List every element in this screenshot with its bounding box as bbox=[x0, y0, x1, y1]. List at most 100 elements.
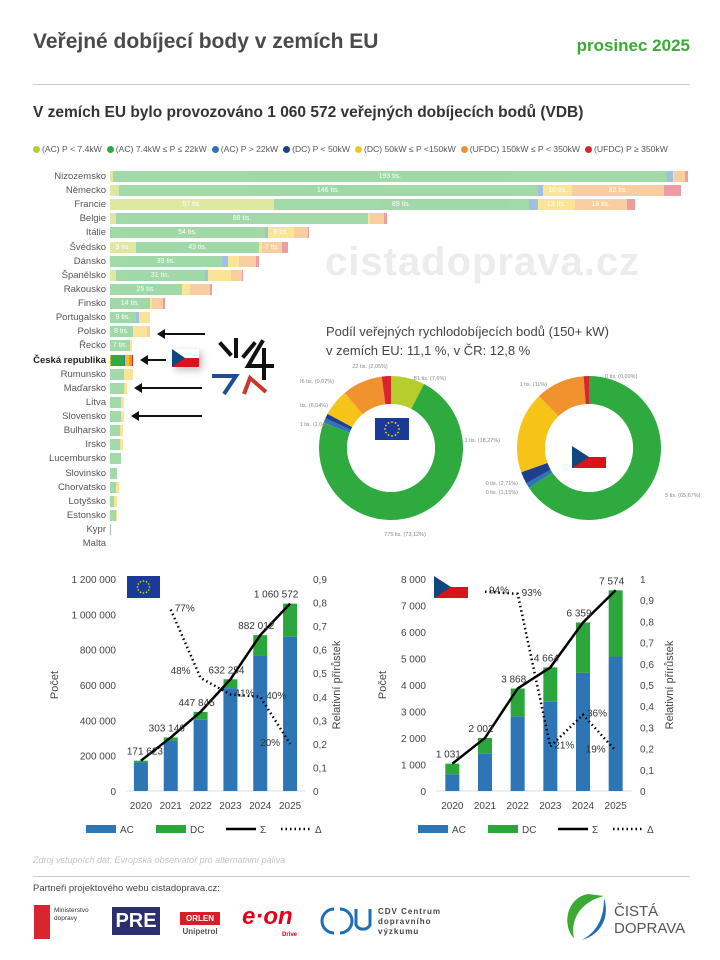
country-label: Rumunsko bbox=[60, 368, 106, 380]
bar-segment bbox=[151, 298, 164, 310]
y-tick-label: 400 000 bbox=[80, 716, 117, 727]
bar-segment bbox=[369, 213, 385, 225]
bar-segment: 32 tis. bbox=[572, 185, 664, 197]
eu-flag-icon bbox=[375, 418, 409, 440]
donut-slice bbox=[526, 469, 553, 488]
donut-slice bbox=[529, 376, 661, 520]
legend-ac-icon bbox=[418, 825, 448, 833]
cista-doprava-logo-icon bbox=[567, 894, 606, 940]
y2-tick-label: 0,2 bbox=[313, 740, 327, 751]
country-label: Rakousko bbox=[63, 283, 106, 295]
bar-segment bbox=[384, 213, 387, 225]
donut-title-line2: v zemích EU: 11,1 %, v ČR: 12,8 % bbox=[326, 343, 531, 358]
donut-charts: 81 tis. (7,6%) 775 tis. (73,12%) 11 tis. (… bbox=[300, 364, 701, 538]
y-tick-label: 3 000 bbox=[401, 708, 426, 719]
czech-flag-icon bbox=[572, 446, 606, 468]
bar-segment bbox=[110, 171, 113, 182]
y2-tick-label: 0,4 bbox=[313, 693, 327, 704]
legend-label: Σ bbox=[260, 825, 266, 836]
country-label: Švédsko bbox=[69, 241, 106, 253]
donut-hole bbox=[347, 404, 435, 492]
y-tick-label: 6 000 bbox=[401, 628, 426, 639]
country-label: Nizozemsko bbox=[54, 171, 106, 182]
bar-segment bbox=[120, 439, 123, 451]
delta-label: 93% bbox=[522, 588, 542, 599]
donut-slice-label: 0 tis. (2,71%) bbox=[486, 481, 519, 487]
sum-label: 4 664 bbox=[534, 653, 559, 664]
bar-ac bbox=[133, 762, 148, 791]
legend-label: (DC) 50kW ≤ P <150kW bbox=[363, 144, 456, 154]
donut-slice bbox=[319, 384, 463, 520]
country-label: Španělsko bbox=[61, 269, 106, 281]
sum-label: 882 012 bbox=[238, 621, 275, 632]
country-label: Slovinsko bbox=[65, 467, 106, 479]
bar-segment bbox=[110, 382, 125, 394]
bar-segment bbox=[110, 467, 118, 479]
bar-segment bbox=[124, 368, 133, 380]
legend-label: Σ bbox=[592, 825, 598, 836]
bar-segment bbox=[150, 298, 152, 310]
bar-dc bbox=[510, 688, 525, 717]
donut-slice-label: 22 tis. (2,05%) bbox=[352, 364, 388, 370]
cdv-logo-icon bbox=[320, 907, 372, 935]
donut-slice-label: 1 tis. (18,27%) bbox=[465, 438, 501, 444]
czech-flag-icon bbox=[172, 349, 199, 367]
legend-dc-icon bbox=[156, 825, 186, 833]
x-tick-label: 2024 bbox=[572, 801, 595, 812]
y2-tick-label: 0,7 bbox=[640, 639, 654, 650]
bar-segment bbox=[259, 241, 263, 253]
bar-segment bbox=[110, 481, 116, 493]
y2-tick-label: 0,3 bbox=[640, 723, 654, 734]
sum-label: 632 254 bbox=[208, 665, 245, 676]
eon-logo: e·on bbox=[242, 903, 293, 930]
bar-ac bbox=[223, 688, 238, 791]
bar-dc bbox=[283, 603, 298, 637]
ministry-logo-icon bbox=[34, 905, 50, 939]
delta-label: 21% bbox=[554, 740, 574, 751]
country-label: Finsko bbox=[78, 298, 106, 310]
bar-dc bbox=[253, 635, 268, 656]
eon-drive-label: Drive bbox=[282, 932, 298, 938]
legend-dc-icon bbox=[488, 825, 518, 833]
bar-segment bbox=[685, 171, 689, 182]
bar-ac bbox=[193, 719, 208, 791]
cdv-logo-text: CDV Centrum dopravního výzkumu bbox=[378, 907, 442, 936]
y2-tick-label: 0,1 bbox=[640, 766, 654, 777]
legend-dot-icon bbox=[585, 145, 593, 153]
bar-dc bbox=[223, 679, 238, 689]
bar-dc bbox=[445, 763, 460, 775]
bar-segment: 88 tis. bbox=[115, 213, 369, 225]
bar-segment: 9 tis. bbox=[110, 312, 136, 324]
donut-slice bbox=[391, 376, 425, 409]
legend-label: (UFDC) 150kW ≤ P < 350kW bbox=[469, 144, 581, 154]
bar-segment: 57 tis. bbox=[110, 199, 274, 211]
bar-segment: 193 tis. bbox=[112, 171, 667, 182]
bar-segment bbox=[110, 411, 122, 423]
y-tick-label: 1 000 000 bbox=[72, 610, 117, 621]
sum-label: 2 002 bbox=[468, 724, 493, 735]
legend-label: AC bbox=[452, 825, 466, 836]
bar-segment bbox=[110, 354, 112, 366]
y-tick-label: 1 200 000 bbox=[72, 575, 117, 586]
bar-segment bbox=[110, 524, 112, 535]
y-tick-label: 800 000 bbox=[80, 646, 117, 657]
bar-segment bbox=[537, 185, 544, 197]
bar-segment: 13 tis. bbox=[537, 199, 575, 211]
y-tick-label: 600 000 bbox=[80, 681, 117, 692]
country-label: Belgie bbox=[79, 213, 106, 225]
bar-segment bbox=[293, 227, 309, 239]
cista-doprava-logo-text: ČISTÁ DOPRAVA bbox=[614, 903, 686, 937]
y2-tick-label: 0,8 bbox=[640, 617, 654, 628]
bar-segment bbox=[308, 227, 310, 239]
y-tick-label: 5 000 bbox=[401, 655, 426, 666]
y-axis-title: Počet bbox=[49, 671, 61, 699]
donut-slice bbox=[344, 376, 386, 415]
y2-tick-label: 0,3 bbox=[313, 716, 327, 727]
country-label: Francie bbox=[74, 199, 106, 211]
y2-tick-label: 1 bbox=[640, 575, 646, 586]
page-title: Veřejné dobíjecí body v zemích EU bbox=[33, 30, 379, 53]
legend-item: (AC) P < 7.4kW bbox=[33, 144, 102, 154]
country-label: Estonsko bbox=[66, 509, 106, 521]
bar-segment: 9 tis. bbox=[110, 241, 136, 253]
bar-segment bbox=[135, 312, 139, 324]
